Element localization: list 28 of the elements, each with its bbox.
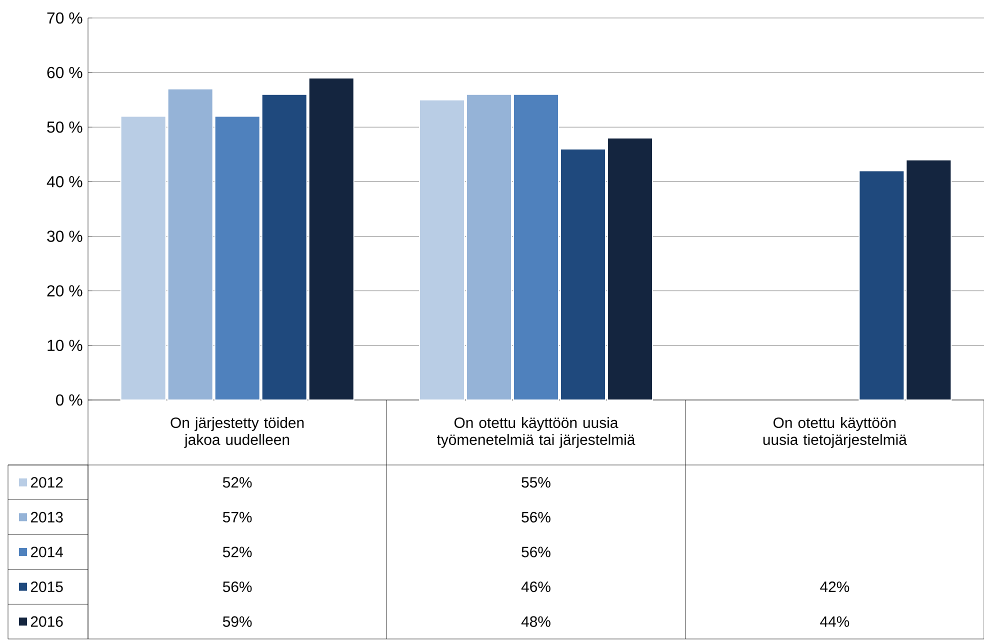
- data-label: 44%: [820, 616, 850, 627]
- data-label: 46%: [521, 581, 550, 592]
- data-label: 42%: [820, 582, 850, 592]
- x-tick-label: On järjestetty töiden jakoa uudelleen: [170, 417, 304, 448]
- data-label: 52%: [222, 477, 252, 488]
- data-label: 57%: [222, 512, 252, 522]
- y-tick-label: 30 %: [47, 230, 82, 242]
- y-tick-label: 20 %: [47, 285, 82, 296]
- data-label: 56%: [522, 546, 550, 558]
- x-tick-label: On otettu käyttöön uusia tietojärjestelmiä: [763, 417, 907, 448]
- data-label: 56%: [522, 512, 550, 522]
- legend-label: 2016: [30, 616, 63, 627]
- y-tick-label: 60 %: [47, 66, 82, 78]
- legend-label: 2013: [30, 512, 63, 522]
- y-tick-label: 70 %: [47, 12, 82, 24]
- data-label: 55%: [522, 477, 550, 488]
- y-tick-label: 40 %: [46, 176, 82, 188]
- legend-label: 2015: [30, 581, 63, 592]
- data-label: 56%: [222, 581, 252, 592]
- y-tick-label: 50 %: [47, 121, 82, 133]
- data-label: 48%: [521, 616, 550, 627]
- data-label: 52%: [222, 546, 252, 558]
- y-tick-label: 0 %: [56, 394, 82, 406]
- legend-label: 2014: [30, 546, 64, 558]
- data-label: 59%: [222, 616, 252, 627]
- legend-label: 2012: [30, 477, 63, 488]
- x-tick-label: On otettu käyttöön uusia työmenetelmiä tai järjestelmiä: [436, 417, 636, 448]
- y-tick-label: 10 %: [48, 340, 82, 352]
